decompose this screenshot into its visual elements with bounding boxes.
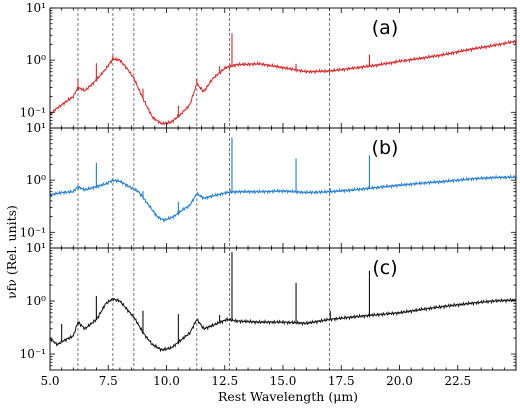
y-axis-title: νfν (Rel. units) (4, 205, 19, 299)
y-tick-label: 10⁻¹ (20, 105, 46, 119)
y-tick-label: 10⁻¹ (20, 225, 46, 239)
y-tick-label: 10¹ (26, 1, 46, 15)
x-tick-label: 10.0 (153, 374, 180, 388)
spectrum-line (49, 297, 517, 353)
x-tick-label: 15.0 (270, 374, 297, 388)
x-tick-label: 12.5 (211, 374, 238, 388)
x-axis-title: Rest Wavelength (μm) (218, 389, 358, 404)
panel-3: 10¹ 10⁰ 10⁻¹ (c) (20, 241, 517, 371)
spectrum-line (49, 174, 517, 223)
panel-frame (49, 247, 517, 371)
y-tick-label: 10¹ (26, 121, 46, 135)
panels-group: 10¹ 10⁰ 10⁻¹ (a) 10¹ 10⁰ 10⁻¹ (b) 10¹ 10⁰ 10⁻¹ (c) 5… (20, 1, 517, 388)
x-tick-label: 5.0 (40, 374, 59, 388)
panel-frame (49, 127, 517, 249)
panel-label: (b) (372, 137, 399, 159)
panel-1: 10¹ 10⁰ 10⁻¹ (a) (20, 1, 517, 129)
spectrum-line (49, 39, 517, 126)
y-tick-label: 10⁰ (26, 173, 46, 187)
panel-label: (c) (372, 257, 397, 279)
y-tick-label: 10⁻¹ (20, 347, 46, 361)
panel-2: 10¹ 10⁰ 10⁻¹ (b) (20, 121, 517, 249)
x-tick-label: 20.0 (386, 374, 413, 388)
y-tick-label: 10¹ (26, 241, 46, 255)
x-tick-label: 7.5 (99, 374, 118, 388)
panel-label: (a) (372, 17, 398, 39)
x-tick-label: 22.5 (444, 374, 471, 388)
y-tick-label: 10⁰ (26, 53, 46, 67)
x-tick-label: 17.5 (328, 374, 355, 388)
y-tick-label: 10⁰ (26, 294, 46, 308)
